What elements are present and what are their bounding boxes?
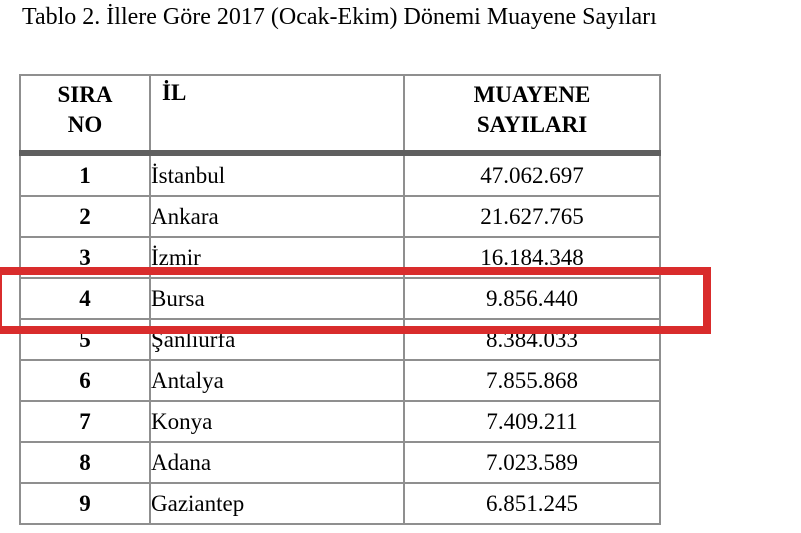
row-number-cell: 1 — [19, 152, 151, 197]
table-row: 6 Antalya 7.855.868 — [19, 359, 661, 402]
table-row: 5 Şanlıurfa 8.384.033 — [19, 318, 661, 361]
province-cell: Konya — [149, 400, 405, 443]
row-number-cell: 8 — [19, 441, 151, 484]
col-header-muayene-line1: MUAYENE — [473, 82, 591, 107]
count-cell: 21.627.765 — [403, 195, 661, 238]
header-row: SIRA NO İL MUAYENE SAYILARI — [19, 74, 661, 156]
row-number-cell: 6 — [19, 359, 151, 402]
col-header-muayene-sayilari: MUAYENE SAYILARI — [403, 74, 661, 156]
table-row: 8 Adana 7.023.589 — [19, 441, 661, 484]
col-header-sira-no-line1: SIRA — [57, 82, 113, 107]
row-number-cell: 3 — [19, 236, 151, 279]
table-caption: Tablo 2. İllere Göre 2017 (Ocak-Ekim) Dö… — [22, 4, 657, 30]
col-header-sira-no-line2: NO — [67, 111, 103, 137]
province-cell: İzmir — [149, 236, 405, 279]
count-cell: 9.856.440 — [403, 277, 661, 320]
row-number-cell: 7 — [19, 400, 151, 443]
col-header-sira-no: SIRA NO — [19, 74, 151, 156]
count-cell: 7.855.868 — [403, 359, 661, 402]
count-cell: 8.384.033 — [403, 318, 661, 361]
col-header-il: İL — [149, 74, 405, 156]
province-cell: Antalya — [149, 359, 405, 402]
row-number-cell: 9 — [19, 482, 151, 525]
province-cell: Adana — [149, 441, 405, 484]
row-number-cell: 4 — [19, 277, 151, 320]
count-cell: 6.851.245 — [403, 482, 661, 525]
province-cell: Bursa — [149, 277, 405, 320]
table-row: 7 Konya 7.409.211 — [19, 400, 661, 443]
table-row-highlighted: 4 Bursa 9.856.440 — [19, 277, 661, 320]
count-cell: 16.184.348 — [403, 236, 661, 279]
province-cell: Gaziantep — [149, 482, 405, 525]
province-cell: Ankara — [149, 195, 405, 238]
province-cell: İstanbul — [149, 152, 405, 197]
table-row: 1 İstanbul 47.062.697 — [19, 152, 661, 197]
col-header-muayene-line2: SAYILARI — [476, 111, 588, 137]
table-row: 2 Ankara 21.627.765 — [19, 195, 661, 238]
count-cell: 47.062.697 — [403, 152, 661, 197]
row-number-cell: 2 — [19, 195, 151, 238]
table-row: 9 Gaziantep 6.851.245 — [19, 482, 661, 525]
province-cell: Şanlıurfa — [149, 318, 405, 361]
muayene-table: SIRA NO İL MUAYENE SAYILARI 1 İstanbul 4… — [19, 74, 661, 525]
table-row: 3 İzmir 16.184.348 — [19, 236, 661, 279]
count-cell: 7.409.211 — [403, 400, 661, 443]
count-cell: 7.023.589 — [403, 441, 661, 484]
row-number-cell: 5 — [19, 318, 151, 361]
